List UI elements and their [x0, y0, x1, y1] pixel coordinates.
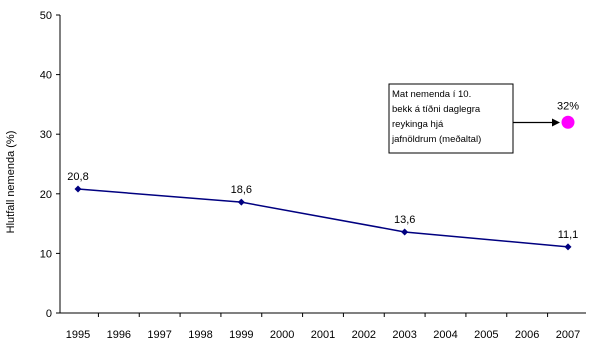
x-tick-label: 2004	[433, 329, 457, 341]
y-tick-label: 20	[40, 189, 52, 201]
highlight-point	[561, 115, 575, 129]
highlight-label: 32%	[557, 100, 579, 112]
data-label: 11,1	[558, 229, 579, 241]
annotation-box	[388, 83, 514, 154]
annotation-text-line: Mat nemenda í 10.	[392, 89, 471, 100]
x-tick-label: 1995	[66, 329, 90, 341]
x-tick-label: 2005	[474, 329, 498, 341]
annotation-text-line: bekk á tíðni daglegra	[392, 104, 481, 115]
data-label: 13,6	[394, 214, 415, 226]
y-tick-label: 10	[40, 248, 52, 260]
series-line	[77, 188, 569, 248]
annotation-text-line: jafnöldrum (meðaltal)	[391, 134, 481, 145]
y-axis-label: Hlutfall nemenda (%)	[5, 131, 17, 234]
x-tick-label: 1996	[107, 329, 131, 341]
annotation-group: 32% Mat nemenda í 10. bekk á tíðni daglegr…	[388, 83, 579, 154]
data-point	[74, 185, 82, 193]
y-tick-label: 40	[40, 70, 52, 82]
data-point	[237, 198, 245, 206]
x-tick-label: 2006	[515, 329, 539, 341]
x-tick-label: 2001	[311, 329, 335, 341]
x-tick-label: 1998	[188, 329, 212, 341]
x-tick-label: 1999	[229, 329, 253, 341]
x-tick-label: 1997	[147, 329, 171, 341]
y-tick-label: 50	[40, 10, 52, 22]
y-tick-label: 0	[46, 308, 52, 320]
y-tick-label: 30	[40, 129, 52, 141]
data-point	[401, 228, 409, 236]
data-labels: 20,8 18,6 13,6 11,1	[67, 171, 578, 241]
annotation-arrow-head	[552, 118, 560, 127]
annotation-text-line: reykinga hjá	[392, 119, 444, 130]
x-tick-label: 2007	[556, 329, 580, 341]
x-tick-label: 2000	[270, 329, 294, 341]
data-label: 20,8	[67, 171, 88, 183]
data-point	[564, 243, 572, 251]
x-tick-label: 2003	[392, 329, 416, 341]
series-group	[74, 185, 572, 251]
x-tick-label: 2002	[352, 329, 376, 341]
axes: 0 10 20 30 40 50 1995 1996 1997 1998 1999 2000 2001 2…	[40, 10, 586, 341]
data-label: 18,6	[231, 184, 252, 196]
